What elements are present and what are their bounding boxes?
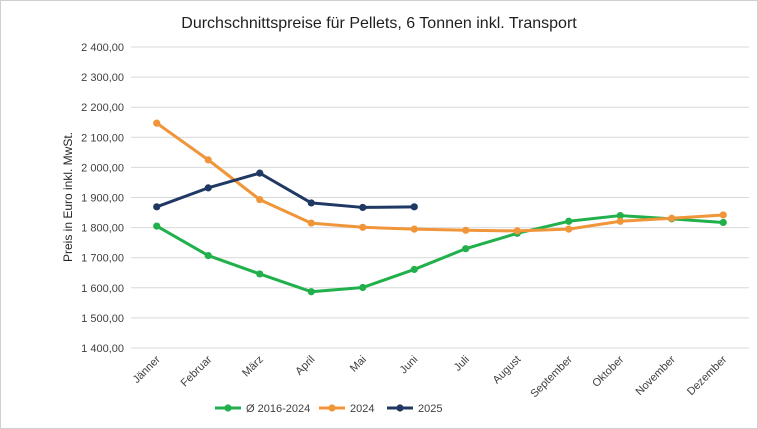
x-tick-label: Jänner <box>131 353 164 386</box>
legend-item: 2024 <box>319 403 374 415</box>
x-tick-label: Oktober <box>590 353 626 389</box>
data-point <box>719 218 727 227</box>
data-point <box>256 169 264 177</box>
series-line <box>155 214 725 294</box>
y-tick-label: 2 300,00 <box>81 72 124 84</box>
data-point <box>256 270 264 278</box>
data-point <box>565 217 573 225</box>
data-point <box>719 211 727 219</box>
data-point <box>359 203 367 212</box>
x-tick-label: August <box>491 354 524 387</box>
series-3 <box>153 169 418 212</box>
series-line <box>155 171 416 209</box>
series-2 <box>153 119 727 235</box>
y-tick-label: 2 400,00 <box>81 42 124 54</box>
data-point <box>204 156 212 164</box>
legend-swatch-marker <box>328 404 336 412</box>
data-point <box>359 223 367 231</box>
y-tick-label: 1 800,00 <box>81 223 124 235</box>
data-point <box>668 214 676 222</box>
data-point <box>307 288 315 296</box>
chart-title: Durchschnittspreise für Pellets, 6 Tonne… <box>181 15 577 32</box>
y-axis-label: Preis in Euro inkl. MwSt. <box>61 132 75 262</box>
data-point <box>307 219 315 227</box>
y-axis-ticks: 1 400,00 1 500,00 1 600,00 1 700,00 1 800,00… <box>81 42 124 355</box>
data-point <box>153 203 161 211</box>
series-1 <box>153 211 727 296</box>
x-tick-label: September <box>528 353 575 400</box>
x-tick-label: März <box>240 354 266 380</box>
y-tick-label: 1 700,00 <box>81 253 124 265</box>
data-point <box>616 211 624 220</box>
data-point <box>256 196 264 204</box>
data-point <box>359 283 367 292</box>
y-tick-label: 1 600,00 <box>81 283 124 295</box>
x-tick-label: November <box>634 353 679 398</box>
data-point <box>410 225 418 233</box>
x-axis-ticks: Jänner Februar März April Mai Juni Juli August S… <box>131 353 730 400</box>
x-tick-label: Dezember <box>685 353 730 398</box>
data-point <box>153 222 161 230</box>
legend-swatch-marker <box>396 404 404 412</box>
y-tick-label: 1 900,00 <box>81 193 124 205</box>
data-point <box>153 119 161 127</box>
data-point <box>616 217 624 225</box>
y-tick-label: 1 400,00 <box>81 343 124 355</box>
x-tick-label: Mai <box>348 354 369 375</box>
y-tick-label: 2 100,00 <box>81 132 124 144</box>
data-point <box>204 251 212 260</box>
legend-label: 2024 <box>350 403 374 415</box>
series-group <box>153 119 727 296</box>
data-point <box>410 203 418 211</box>
data-point <box>513 227 521 235</box>
data-point <box>462 245 470 253</box>
legend-item: 2025 <box>387 403 442 415</box>
data-point <box>410 265 418 274</box>
gridlines <box>131 46 749 349</box>
x-tick-label: Februar <box>179 353 215 389</box>
y-tick-label: 2 200,00 <box>81 102 124 114</box>
legend-item: Ø 2016-2024 <box>215 403 310 415</box>
data-point <box>307 199 315 207</box>
legend-label: 2025 <box>418 403 442 415</box>
data-point <box>462 226 470 234</box>
legend-swatch-marker <box>224 404 232 412</box>
x-tick-label: April <box>293 354 317 378</box>
data-point <box>565 225 573 233</box>
y-tick-label: 1 500,00 <box>81 313 124 325</box>
legend-label: Ø 2016-2024 <box>246 403 310 415</box>
x-tick-label: Juli <box>452 354 472 374</box>
series-line <box>155 121 725 233</box>
legend: Ø 2016-2024 2024 2025 <box>215 403 442 415</box>
x-tick-label: Juni <box>398 354 421 377</box>
y-tick-label: 2 000,00 <box>81 162 124 174</box>
data-point <box>204 184 212 192</box>
